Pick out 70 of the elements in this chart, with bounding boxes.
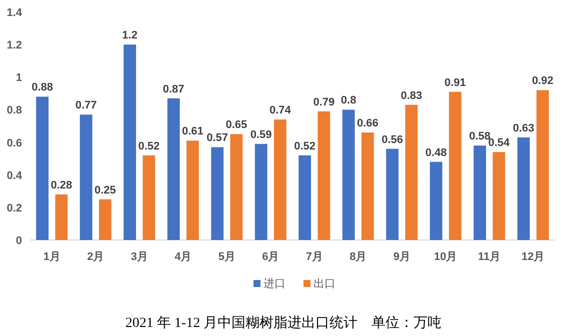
data-label: 0.74 xyxy=(269,104,292,116)
legend-label: 进口 xyxy=(264,277,286,290)
bar xyxy=(80,114,92,240)
bar xyxy=(36,96,49,240)
data-label: 0.83 xyxy=(400,90,422,102)
y-tick-label: 0.6 xyxy=(6,137,22,150)
bar xyxy=(211,147,224,240)
bar xyxy=(492,152,506,240)
bar xyxy=(186,140,199,240)
x-tick-label: 5月 xyxy=(218,251,236,263)
x-tick-label: 9月 xyxy=(393,251,410,263)
y-tick-label: 1.4 xyxy=(6,7,23,19)
data-label: 0.66 xyxy=(356,118,378,130)
data-label: 0.87 xyxy=(162,83,184,96)
bar xyxy=(474,146,486,240)
bar xyxy=(536,90,549,240)
x-tick-label: 4月 xyxy=(174,251,192,263)
x-tick-label: 7月 xyxy=(306,251,323,263)
bar xyxy=(405,104,418,240)
data-label: 0.52 xyxy=(138,140,160,152)
y-tick-label: 1.2 xyxy=(6,40,22,52)
bar xyxy=(124,44,136,240)
legend-label: 出口 xyxy=(314,277,336,290)
bar xyxy=(274,119,286,240)
data-label: 0.54 xyxy=(488,137,510,150)
bar xyxy=(448,92,462,240)
x-tick-label: 1月 xyxy=(43,251,60,263)
data-label: 0.48 xyxy=(425,146,447,159)
bar xyxy=(361,132,374,240)
data-label: 0.8 xyxy=(340,94,356,107)
x-tick-label: 11月 xyxy=(478,251,501,263)
text: 2021 年 1-12 月中国糊树脂进出口统计 单位：万吨 xyxy=(125,315,442,331)
bar xyxy=(167,98,180,240)
x-tick-label: 3月 xyxy=(130,251,148,263)
y-tick-label: 0.8 xyxy=(6,104,22,117)
x-tick-label: 12月 xyxy=(522,251,545,263)
x-tick-label: 10月 xyxy=(434,251,458,263)
data-label: 1.2 xyxy=(122,30,138,42)
data-label: 0.79 xyxy=(313,96,335,108)
x-tick-label: 6月 xyxy=(262,251,280,263)
data-label: 0.92 xyxy=(532,75,554,88)
data-label: 0.57 xyxy=(206,132,228,144)
bar xyxy=(298,155,312,240)
y-tick-label: 1 xyxy=(16,72,22,84)
bar xyxy=(98,199,112,240)
bar xyxy=(254,144,268,240)
bar xyxy=(230,134,243,240)
x-tick-label: 2月 xyxy=(87,251,104,263)
data-label: 0.59 xyxy=(250,128,272,141)
data-label: 0.61 xyxy=(182,126,204,138)
bar xyxy=(430,162,442,240)
x-tick-label: 8月 xyxy=(350,251,367,263)
bar xyxy=(142,155,156,240)
data-label: 0.91 xyxy=(444,76,466,89)
y-tick-label: 0.4 xyxy=(6,170,23,182)
data-label: 0.65 xyxy=(226,119,248,132)
data-label: 0.56 xyxy=(382,134,404,146)
data-label: 0.77 xyxy=(75,100,97,112)
bar xyxy=(55,194,68,240)
data-label: 0.52 xyxy=(294,140,316,152)
data-label: 0.88 xyxy=(32,82,54,94)
data-label: 0.28 xyxy=(50,179,72,192)
y-tick-label: 0.2 xyxy=(6,202,22,214)
y-tick-label: 0 xyxy=(16,235,22,247)
data-label: 0.25 xyxy=(94,184,116,196)
bar xyxy=(342,110,355,240)
bar xyxy=(318,111,330,240)
bar xyxy=(517,137,530,240)
data-label: 0.63 xyxy=(512,122,534,134)
bar xyxy=(386,148,399,240)
